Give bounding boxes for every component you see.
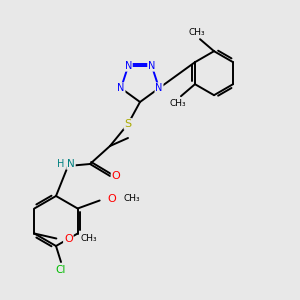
Text: N: N [67,159,75,169]
Text: S: S [124,119,132,129]
Text: CH₃: CH₃ [124,194,140,203]
Text: CH₃: CH₃ [80,234,97,243]
Text: N: N [148,61,155,71]
Text: N: N [124,61,132,71]
Text: N: N [155,83,163,93]
Text: O: O [64,233,73,244]
Text: N: N [117,83,125,93]
Text: H: H [57,159,65,169]
Text: CH₃: CH₃ [189,28,205,37]
Text: O: O [112,171,120,181]
Text: O: O [107,194,116,203]
Text: Cl: Cl [56,265,66,275]
Text: CH₃: CH₃ [170,99,186,108]
